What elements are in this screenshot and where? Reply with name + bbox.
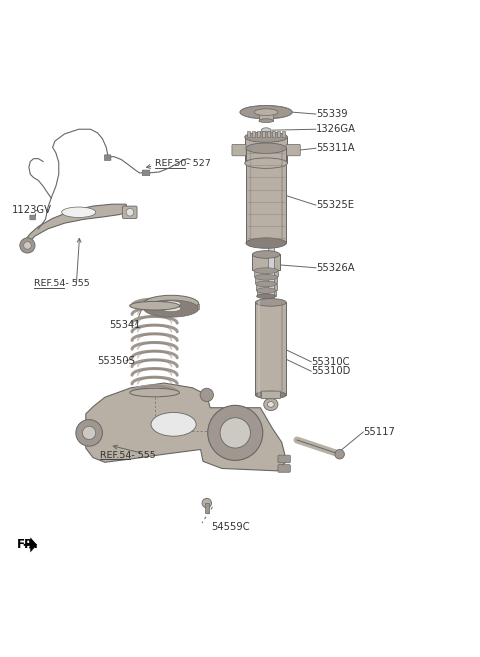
Text: 54559C: 54559C	[212, 522, 250, 532]
Bar	[257, 131, 260, 137]
Text: 55350S: 55350S	[97, 355, 135, 366]
Ellipse shape	[259, 119, 273, 123]
Ellipse shape	[257, 294, 276, 299]
Text: REF.50- 527: REF.50- 527	[155, 159, 210, 168]
Ellipse shape	[256, 281, 276, 286]
Bar	[268, 243, 274, 302]
Ellipse shape	[246, 238, 286, 248]
Ellipse shape	[162, 306, 181, 311]
Bar	[257, 290, 276, 296]
Circle shape	[202, 499, 212, 508]
Ellipse shape	[246, 143, 286, 154]
Circle shape	[200, 388, 214, 401]
Circle shape	[126, 208, 134, 216]
Polygon shape	[30, 537, 37, 553]
Circle shape	[208, 405, 263, 461]
Text: 55325E: 55325E	[316, 200, 354, 210]
Ellipse shape	[254, 268, 278, 273]
Bar	[247, 131, 250, 137]
Circle shape	[335, 449, 344, 459]
Ellipse shape	[255, 391, 286, 399]
FancyBboxPatch shape	[261, 391, 280, 399]
FancyBboxPatch shape	[122, 206, 137, 218]
Text: 1326GA: 1326GA	[316, 124, 356, 134]
Bar	[277, 131, 280, 137]
Polygon shape	[23, 204, 127, 252]
Ellipse shape	[240, 106, 292, 119]
FancyBboxPatch shape	[278, 455, 290, 463]
Text: 55310D: 55310D	[311, 366, 350, 376]
Ellipse shape	[267, 401, 274, 407]
Text: 55341: 55341	[109, 320, 141, 330]
Polygon shape	[86, 383, 287, 471]
Text: REF.54- 555: REF.54- 555	[100, 451, 156, 460]
Ellipse shape	[151, 413, 196, 436]
Text: 55310C: 55310C	[311, 357, 349, 367]
Text: 55117: 55117	[363, 427, 395, 437]
FancyBboxPatch shape	[232, 145, 246, 156]
Bar	[256, 284, 276, 290]
Ellipse shape	[245, 158, 288, 168]
Ellipse shape	[254, 109, 278, 116]
Bar	[254, 271, 278, 277]
Bar	[205, 503, 209, 512]
FancyBboxPatch shape	[278, 464, 290, 472]
Polygon shape	[197, 304, 199, 309]
Bar	[267, 131, 270, 137]
Ellipse shape	[261, 128, 271, 133]
Ellipse shape	[162, 301, 181, 307]
Bar	[272, 131, 275, 137]
Circle shape	[83, 426, 96, 440]
FancyBboxPatch shape	[30, 215, 36, 220]
Ellipse shape	[130, 302, 180, 310]
Bar	[255, 277, 277, 283]
Ellipse shape	[144, 300, 199, 317]
Circle shape	[20, 238, 35, 253]
FancyBboxPatch shape	[104, 155, 111, 160]
Text: REF.54- 555: REF.54- 555	[34, 279, 89, 288]
Ellipse shape	[61, 207, 96, 217]
Bar	[263, 296, 269, 301]
Bar	[252, 254, 280, 269]
FancyBboxPatch shape	[286, 145, 300, 156]
Polygon shape	[144, 304, 145, 309]
Bar	[246, 148, 286, 243]
Bar	[252, 131, 255, 137]
Ellipse shape	[245, 132, 288, 143]
Bar	[255, 302, 286, 395]
FancyBboxPatch shape	[142, 170, 150, 175]
Ellipse shape	[252, 251, 280, 258]
Text: 55339: 55339	[316, 109, 348, 119]
Circle shape	[220, 418, 251, 448]
Ellipse shape	[255, 275, 277, 280]
Bar	[259, 112, 273, 121]
Ellipse shape	[257, 288, 276, 294]
Text: 1123GV: 1123GV	[12, 205, 52, 215]
Text: FR.: FR.	[17, 538, 39, 551]
Ellipse shape	[130, 388, 180, 397]
Ellipse shape	[144, 295, 199, 312]
Bar	[245, 137, 288, 163]
Text: 55326A: 55326A	[316, 263, 355, 273]
Bar	[262, 131, 265, 137]
Bar	[282, 131, 285, 137]
Ellipse shape	[264, 398, 278, 411]
Ellipse shape	[255, 299, 286, 306]
Circle shape	[24, 242, 31, 249]
Circle shape	[76, 420, 102, 446]
Text: 55311A: 55311A	[316, 143, 355, 153]
